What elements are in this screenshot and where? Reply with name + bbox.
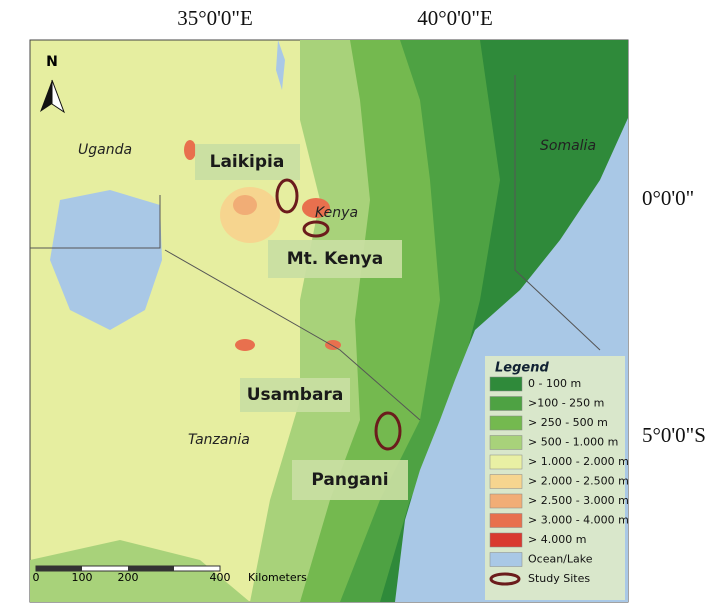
site-box	[195, 144, 300, 180]
legend-swatch	[489, 454, 523, 470]
legend-label: > 500 - 1.000 m	[528, 436, 618, 449]
site-marker	[374, 411, 402, 451]
legend-swatch	[489, 396, 523, 411]
legend-label: > 1.000 - 2.000 m	[528, 455, 629, 468]
north-label: N	[46, 54, 58, 70]
north-arrow	[51, 79, 66, 114]
legend-swatch	[489, 552, 523, 567]
latitude-label: 0°0'0"	[642, 186, 694, 210]
site-label: Pangani	[311, 470, 388, 490]
scale-unit: Kilometers	[248, 571, 307, 584]
site-box	[268, 240, 402, 278]
legend-label: > 2.000 - 2.500 m	[528, 475, 629, 488]
site-label: Mt. Kenya	[287, 249, 383, 269]
legend-label: > 2.500 - 3.000 m	[528, 494, 629, 507]
site-label: Usambara	[247, 385, 344, 405]
scale-tick-label: 400	[210, 571, 231, 584]
site-label: Laikipia	[210, 152, 285, 172]
legend-swatch	[489, 572, 521, 586]
north-arrow	[40, 80, 52, 112]
site-marker	[302, 220, 330, 238]
site-marker	[275, 178, 299, 214]
legend-swatch	[489, 532, 523, 548]
legend-label: > 250 - 500 m	[528, 416, 608, 429]
scale-tick-label: 200	[118, 571, 139, 584]
legend-swatch	[489, 513, 523, 528]
legend-label: > 3.000 - 4.000 m	[528, 514, 629, 527]
legend-title: Legend	[495, 361, 549, 376]
site-box	[292, 460, 408, 500]
latitude-label: 5°0'0"S	[642, 423, 706, 447]
legend-swatch	[489, 415, 523, 431]
longitude-label: 35°0'0"E	[177, 6, 253, 30]
legend-swatch	[489, 474, 523, 489]
legend-label: 0 - 100 m	[528, 377, 581, 390]
site-box	[240, 378, 350, 412]
country-label: Somalia	[540, 138, 596, 154]
scale-bar	[35, 565, 221, 572]
longitude-label: 40°0'0"E	[417, 6, 493, 30]
scale-tick-label: 100	[72, 571, 93, 584]
legend-label: Ocean/Lake	[528, 553, 593, 566]
country-label: Uganda	[78, 142, 132, 158]
legend-swatch	[489, 493, 523, 509]
country-label: Tanzania	[188, 432, 250, 448]
legend-label: Study Sites	[528, 572, 590, 585]
legend-label: >100 - 250 m	[528, 397, 604, 410]
country-label: Kenya	[315, 205, 358, 221]
scale-tick-label: 0	[33, 571, 40, 584]
legend-label: > 4.000 m	[528, 533, 586, 546]
legend-swatch	[489, 435, 523, 450]
legend-swatch	[489, 376, 523, 392]
